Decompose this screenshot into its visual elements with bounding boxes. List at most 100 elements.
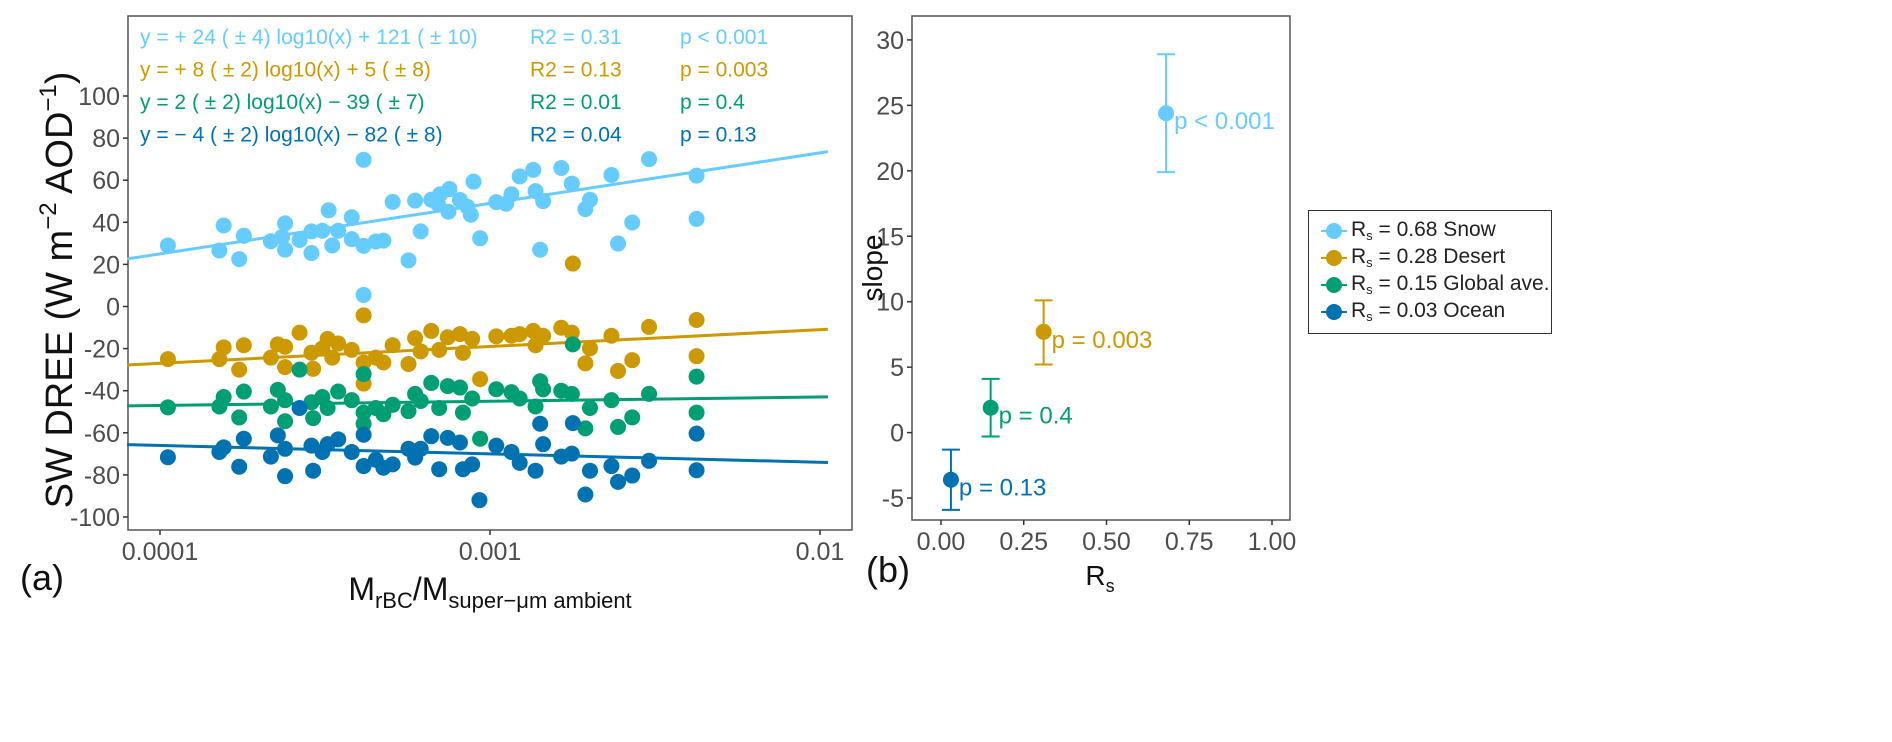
y-tick-label: 5 <box>890 354 904 382</box>
data-point-global-ave- <box>355 404 372 421</box>
data-point-snow <box>277 241 294 258</box>
data-point-snow <box>375 232 392 249</box>
data-point-ocean <box>641 452 658 469</box>
data-point-desert <box>235 337 252 354</box>
data-point-ocean <box>532 415 549 432</box>
superscript: −1 <box>35 84 62 111</box>
data-point-snow <box>274 229 291 246</box>
y-tick-label: -20 <box>84 336 120 364</box>
legend-label: Rs = 0.15 Global ave. <box>1351 272 1550 297</box>
data-point-global-ave- <box>511 390 528 407</box>
y-tick-label: 60 <box>92 167 120 195</box>
data-point-desert <box>277 338 294 355</box>
data-point-desert <box>603 327 620 344</box>
legend-entry: Rs = 0.03 Ocean <box>1317 298 1551 325</box>
data-point-desert <box>277 359 294 376</box>
x-tick-label: 0.75 <box>1165 528 1214 556</box>
data-point-snow <box>303 245 320 262</box>
data-point-global-ave- <box>563 385 580 402</box>
data-point-snow <box>235 227 252 244</box>
data-point-global-ave- <box>384 396 401 413</box>
data-point-snow <box>525 161 542 178</box>
data-point-snow <box>440 203 457 220</box>
x-tick-label: 0.25 <box>999 528 1048 556</box>
data-point-ocean <box>624 467 641 484</box>
data-point-snow <box>535 193 552 210</box>
slope-point-desert <box>1035 323 1052 340</box>
legend-label: Rs = 0.28 Desert <box>1351 245 1506 270</box>
x-tick-label: 0.001 <box>459 538 522 566</box>
data-point-desert <box>412 343 429 360</box>
data-point-desert <box>488 328 505 345</box>
data-point-snow <box>624 214 641 231</box>
x-tick-label: 0.50 <box>1082 528 1131 556</box>
data-point-ocean <box>423 428 440 445</box>
x-tick-label: 0.00 <box>917 528 966 556</box>
subscript: super−μm ambient <box>448 588 631 613</box>
legend-label: Rs = 0.03 Ocean <box>1351 299 1506 324</box>
data-point-global-ave- <box>688 404 705 421</box>
legend-entry: Rs = 0.68 Snow <box>1317 217 1551 244</box>
y-tick-label: 20 <box>92 251 120 279</box>
data-point-snow <box>314 222 331 239</box>
data-point-snow <box>472 230 489 247</box>
data-point-ocean <box>488 437 505 454</box>
data-point-snow <box>441 181 458 198</box>
data-point-desert <box>511 326 528 343</box>
data-point-global-ave- <box>355 415 372 432</box>
regression-equation-snow: y = + 24 ( ± 4) log10(x) + 121 ( ± 10) <box>140 26 478 49</box>
data-point-snow <box>355 286 372 303</box>
data-point-global-ave- <box>527 398 544 415</box>
data-point-global-ave- <box>641 385 658 402</box>
data-point-ocean <box>688 425 705 442</box>
data-point-global-ave- <box>412 393 429 410</box>
data-point-ocean <box>503 443 520 460</box>
data-point-desert <box>439 329 456 346</box>
data-point-ocean <box>231 458 248 475</box>
data-point-ocean <box>343 443 360 460</box>
data-point-ocean <box>305 462 322 479</box>
y-tick-label: 20 <box>876 158 904 186</box>
data-point-ocean <box>527 462 544 479</box>
data-point-ocean <box>355 458 372 475</box>
data-point-desert <box>330 335 347 352</box>
data-point-ocean <box>688 462 705 479</box>
data-point-ocean <box>215 439 232 456</box>
data-point-ocean <box>439 429 456 446</box>
data-point-desert <box>641 318 658 335</box>
data-point-snow <box>462 206 479 223</box>
data-point-ocean <box>431 461 448 478</box>
y-tick-label: 30 <box>876 27 904 55</box>
p-value-label: p = 0.13 <box>959 475 1046 502</box>
data-point-ocean <box>471 492 488 509</box>
r-squared-desert: R2 = 0.13 <box>530 59 622 82</box>
data-point-desert <box>431 341 448 358</box>
data-point-global-ave- <box>159 399 176 416</box>
data-point-desert <box>564 255 581 272</box>
legend-key-icon <box>1317 302 1351 322</box>
data-point-global-ave- <box>277 392 294 409</box>
data-point-global-ave- <box>215 389 232 406</box>
y-tick-label: -80 <box>84 462 120 490</box>
data-point-ocean <box>330 431 347 448</box>
regression-equation-desert: y = + 8 ( ± 2) log10(x) + 5 ( ± 8) <box>140 59 431 82</box>
p-value-label: p < 0.001 <box>1174 108 1275 135</box>
p-value-global: p = 0.4 <box>680 91 745 114</box>
y-tick-label: 40 <box>92 209 120 237</box>
data-point-desert <box>355 307 372 324</box>
data-point-snow <box>532 241 549 258</box>
panel-a-label: (a) <box>20 557 64 598</box>
p-value-ocean: p = 0.13 <box>680 124 756 147</box>
data-point-global-ave- <box>277 413 294 430</box>
data-point-snow <box>320 202 337 219</box>
data-point-desert <box>464 330 481 347</box>
x-tick-label: 0.01 <box>796 538 845 566</box>
text-part: M <box>422 571 449 607</box>
legend: Rs = 0.68 Snow Rs = 0.28 Desert Rs = 0.15 … <box>1308 210 1552 334</box>
data-point-ocean <box>291 399 308 416</box>
data-point-global-ave- <box>688 368 705 385</box>
data-point-desert <box>355 354 372 371</box>
text-part: M <box>348 571 375 607</box>
data-point-snow <box>603 166 620 183</box>
data-point-desert <box>610 362 627 379</box>
